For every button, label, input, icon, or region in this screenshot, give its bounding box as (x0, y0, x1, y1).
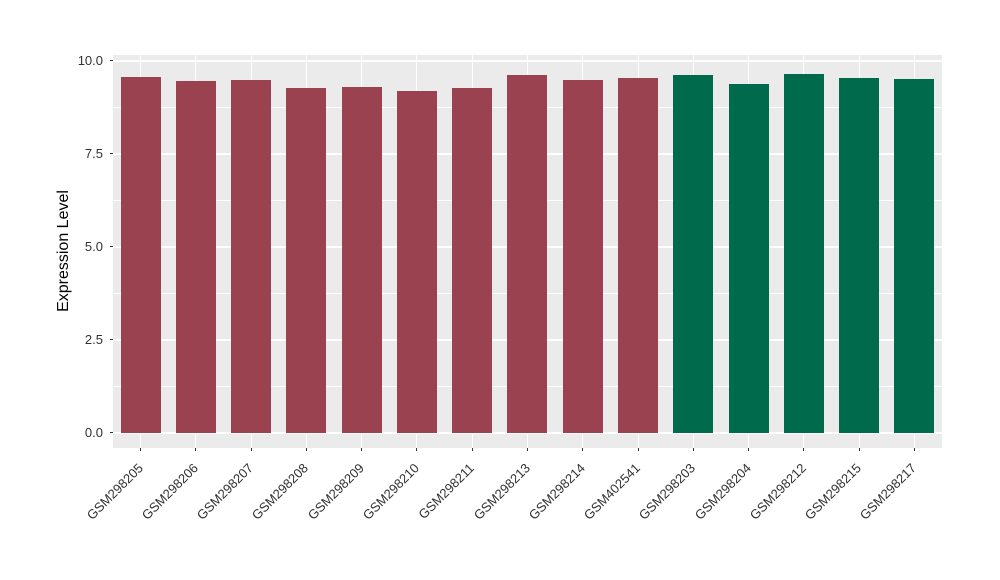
bar-GSM298214 (562, 80, 603, 433)
x-tick-mark (748, 448, 750, 451)
x-tick-label-GSM298215: GSM298215 (801, 460, 865, 523)
x-tick-mark (361, 448, 363, 451)
x-tick-mark (195, 448, 197, 451)
plot-panel (113, 55, 942, 448)
bar-slot (776, 55, 831, 433)
bar-slot (831, 55, 886, 433)
x-tick-label-GSM298209: GSM298209 (304, 460, 367, 523)
bar-GSM298211 (452, 87, 493, 433)
x-tick-mark (305, 448, 307, 451)
x-tick-label-GSM298205: GSM298205 (83, 460, 146, 523)
y-tick-mark (110, 338, 113, 340)
x-tick-label-GSM298204: GSM298204 (691, 460, 754, 523)
bar-GSM298213 (507, 74, 548, 433)
bar-slot (279, 55, 334, 433)
bar-slot (168, 55, 223, 433)
x-tick-label-GSM298203: GSM298203 (636, 460, 699, 523)
x-tick-mark (250, 448, 252, 451)
x-tick-label-GSM298208: GSM298208 (249, 460, 312, 523)
bar-GSM298217 (894, 79, 935, 433)
bar-slot (389, 55, 444, 433)
y-tick-mark (110, 59, 113, 61)
x-tick-label-GSM298213: GSM298213 (470, 460, 533, 523)
bars-row (113, 55, 942, 448)
x-tick-mark (803, 448, 805, 451)
x-axis: GSM298205 GSM298206 GSM298207 GSM298208 GSM2… (83, 448, 942, 578)
bar-slot (334, 55, 389, 433)
y-tick-mark (110, 432, 113, 433)
bar-GSM298204 (728, 83, 769, 433)
y-axis: 0.0 2.5 5.0 7.5 10.0 (0, 52, 113, 448)
bar-GSM298212 (783, 73, 824, 433)
x-tick-label-GSM402541: GSM402541 (580, 460, 643, 523)
bar-slot (555, 55, 610, 433)
gridline-major (113, 432, 942, 434)
y-tick-label: 0.0 (84, 425, 103, 440)
x-tick-mark (471, 448, 473, 451)
x-tick-label-GSM298210: GSM298210 (359, 460, 422, 523)
bar-GSM298205 (120, 77, 161, 433)
x-tick-label-GSM298212: GSM298212 (746, 460, 809, 523)
x-tick-label-GSM298214: GSM298214 (525, 460, 588, 523)
x-tick-mark (692, 448, 694, 451)
x-tick-label-GSM298206: GSM298206 (138, 460, 201, 523)
bar-GSM298207 (231, 80, 272, 433)
y-tick-label: 7.5 (84, 145, 103, 161)
bar-GSM298209 (341, 87, 382, 433)
bar-GSM298215 (839, 77, 880, 433)
x-tick-label-GSM298211: GSM298211 (415, 460, 478, 522)
bar-slot (224, 55, 279, 433)
y-tick-label: 2.5 (84, 331, 103, 347)
bar-GSM298208 (286, 88, 327, 433)
bar-GSM402541 (618, 78, 659, 433)
x-tick-mark (858, 448, 860, 451)
x-tick-mark (637, 448, 639, 451)
x-tick-mark (913, 448, 915, 451)
y-tick-label: 5.0 (84, 238, 103, 254)
x-tick-mark (416, 448, 418, 451)
bar-slot (445, 55, 500, 433)
x-tick-label-GSM298207: GSM298207 (193, 460, 257, 523)
bar-slot (721, 55, 776, 433)
x-tick-mark (527, 448, 528, 451)
gridline-major (113, 59, 942, 62)
bar-slot (887, 55, 942, 433)
bar-slot (666, 55, 721, 433)
bar-GSM298210 (396, 90, 437, 433)
y-tick-label: 10.0 (77, 52, 103, 68)
y-tick-mark (110, 245, 113, 247)
bar-slot (500, 55, 555, 433)
bar-GSM298206 (175, 80, 216, 433)
x-tick-mark (582, 448, 584, 451)
x-tick-label-GSM298217: GSM298217 (857, 460, 920, 523)
bar-GSM298203 (673, 74, 714, 433)
x-tick-mark (140, 448, 142, 451)
y-tick-mark (110, 152, 113, 154)
bar-slot (113, 55, 168, 433)
bar-slot (610, 55, 665, 433)
